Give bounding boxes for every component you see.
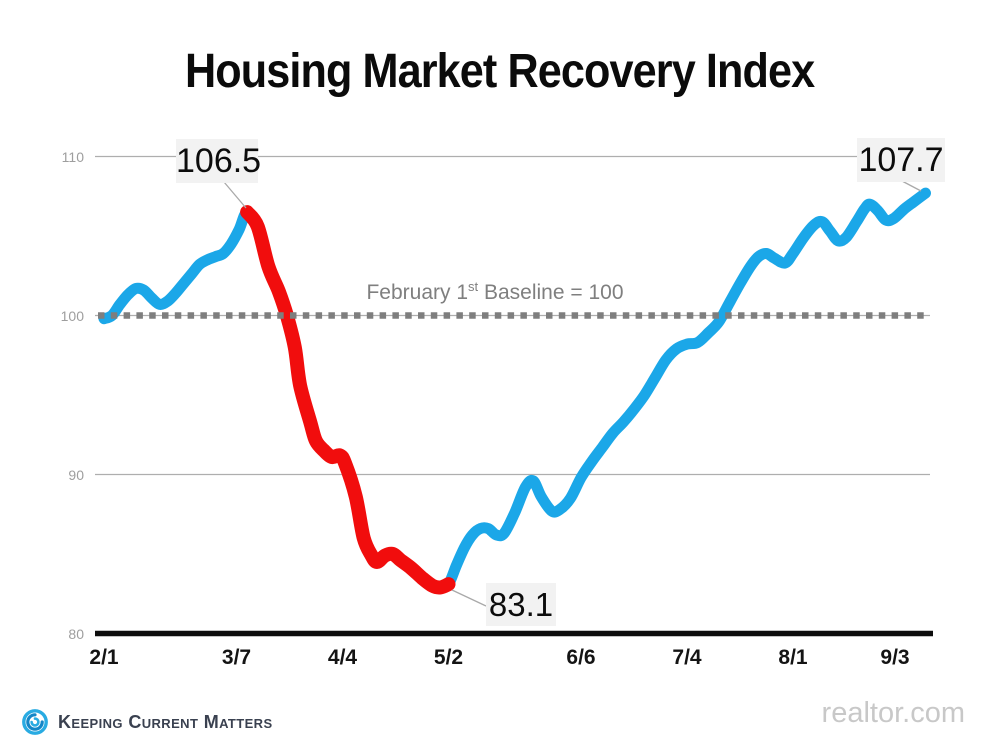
y-tick-label-110: 110: [61, 148, 84, 165]
leader-line-trough: [451, 589, 487, 607]
x-tick-label-5-2: 5/2: [433, 646, 464, 669]
y-tick-label-100: 100: [60, 307, 84, 324]
source-attribution: realtor.com: [821, 697, 965, 729]
x-tick-label-4-4: 4/4: [327, 646, 358, 669]
chart-title-wrap: Housing Market Recovery Index: [0, 44, 1000, 99]
x-tick-label-9-3: 9/3: [880, 646, 910, 669]
trough-value-callout: 83.1: [486, 583, 556, 626]
x-tick-label-3-7: 3/7: [221, 646, 252, 669]
kcm-brand: Keeping Current Matters: [21, 708, 273, 736]
baseline-text-prefix: February 1: [366, 281, 469, 304]
kcm-swirl-logo-icon: [22, 709, 48, 735]
x-tick-label-6-6: 6/6: [566, 646, 596, 669]
baseline-annotation: February 1st Baseline = 100: [366, 279, 623, 305]
leader-line-peak: [223, 181, 247, 209]
x-tick-label-7-4: 7/4: [672, 646, 702, 669]
latest-value-callout: 107.7: [857, 138, 945, 182]
leader-line-latest: [901, 180, 922, 192]
baseline-text-superscript: st: [468, 279, 479, 294]
peak-value-callout: 106.5: [176, 139, 261, 183]
baseline-text-suffix: Baseline = 100: [478, 281, 624, 304]
y-tick-label-90: 90: [68, 466, 84, 483]
y-tick-label-80: 80: [68, 625, 84, 642]
x-tick-label-8-1: 8/1: [778, 646, 808, 669]
index-line-red-decline: [240, 205, 456, 595]
index-line-blue: [98, 187, 931, 594]
chart-title: Housing Market Recovery Index: [185, 45, 815, 98]
x-tick-label-2-1: 2/1: [89, 646, 119, 669]
kcm-brand-text: Keeping Current Matters: [58, 711, 273, 732]
